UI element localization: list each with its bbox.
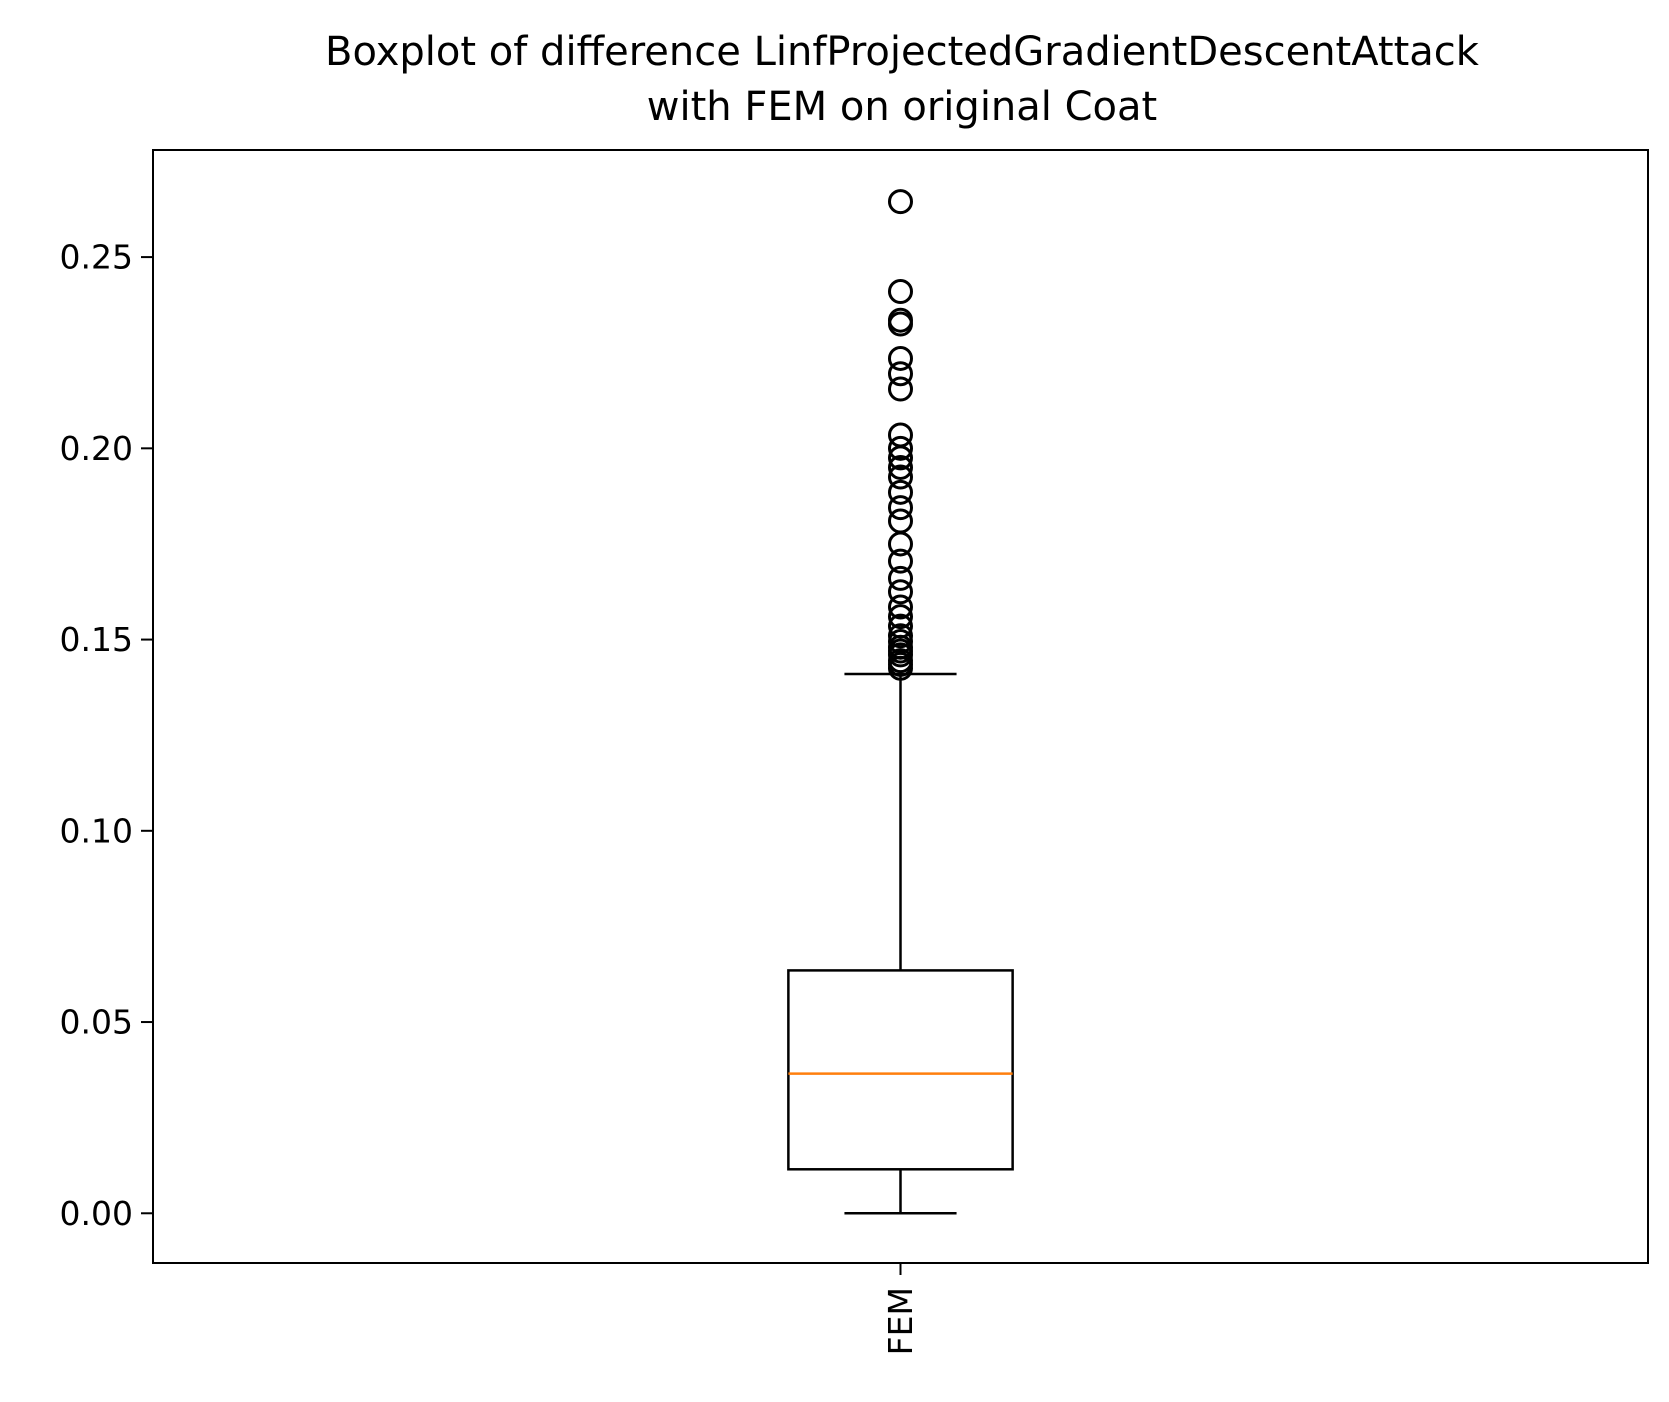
y-tick-label: 0.20 [60,429,133,468]
y-tick-label: 0.00 [60,1194,133,1233]
outlier-point [888,479,913,505]
outlier-point [888,422,913,448]
x-tick-label: FEM [881,1287,920,1355]
outlier-point [888,508,913,534]
chart-title-line-1: Boxplot of difference LinfProjectedGradi… [325,29,1480,75]
y-tick-label: 0.05 [60,1003,133,1042]
outlier-point [888,345,913,371]
outlier-point [888,454,913,480]
y-tick-label: 0.15 [60,620,133,659]
outlier-point [888,376,913,402]
box-group-fem [787,189,1014,1215]
outlier-point [888,565,913,591]
outlier-point [888,279,913,305]
y-tick-label: 0.10 [60,811,133,850]
iqr-box [787,969,1014,1171]
y-tick-label: 0.25 [60,238,133,277]
outlier-point [888,495,913,521]
outlier-point [888,548,913,574]
outlier-point [888,613,913,639]
outlier-point [888,189,913,215]
outlier-point [888,464,913,490]
outlier-point [888,307,913,333]
plot-area [787,189,1014,1215]
chart-title-line-2: with FEM on original Coat [647,84,1157,130]
outlier-point [888,604,913,630]
outlier-point [888,361,913,387]
x-axis: FEM [881,1263,920,1355]
outlier-point [888,579,913,605]
y-axis: 0.00 0.05 0.10 0.15 0.20 0.25 [60,238,153,1233]
outlier-point [888,623,913,649]
outlier-point [888,435,913,461]
outlier-point [888,594,913,620]
